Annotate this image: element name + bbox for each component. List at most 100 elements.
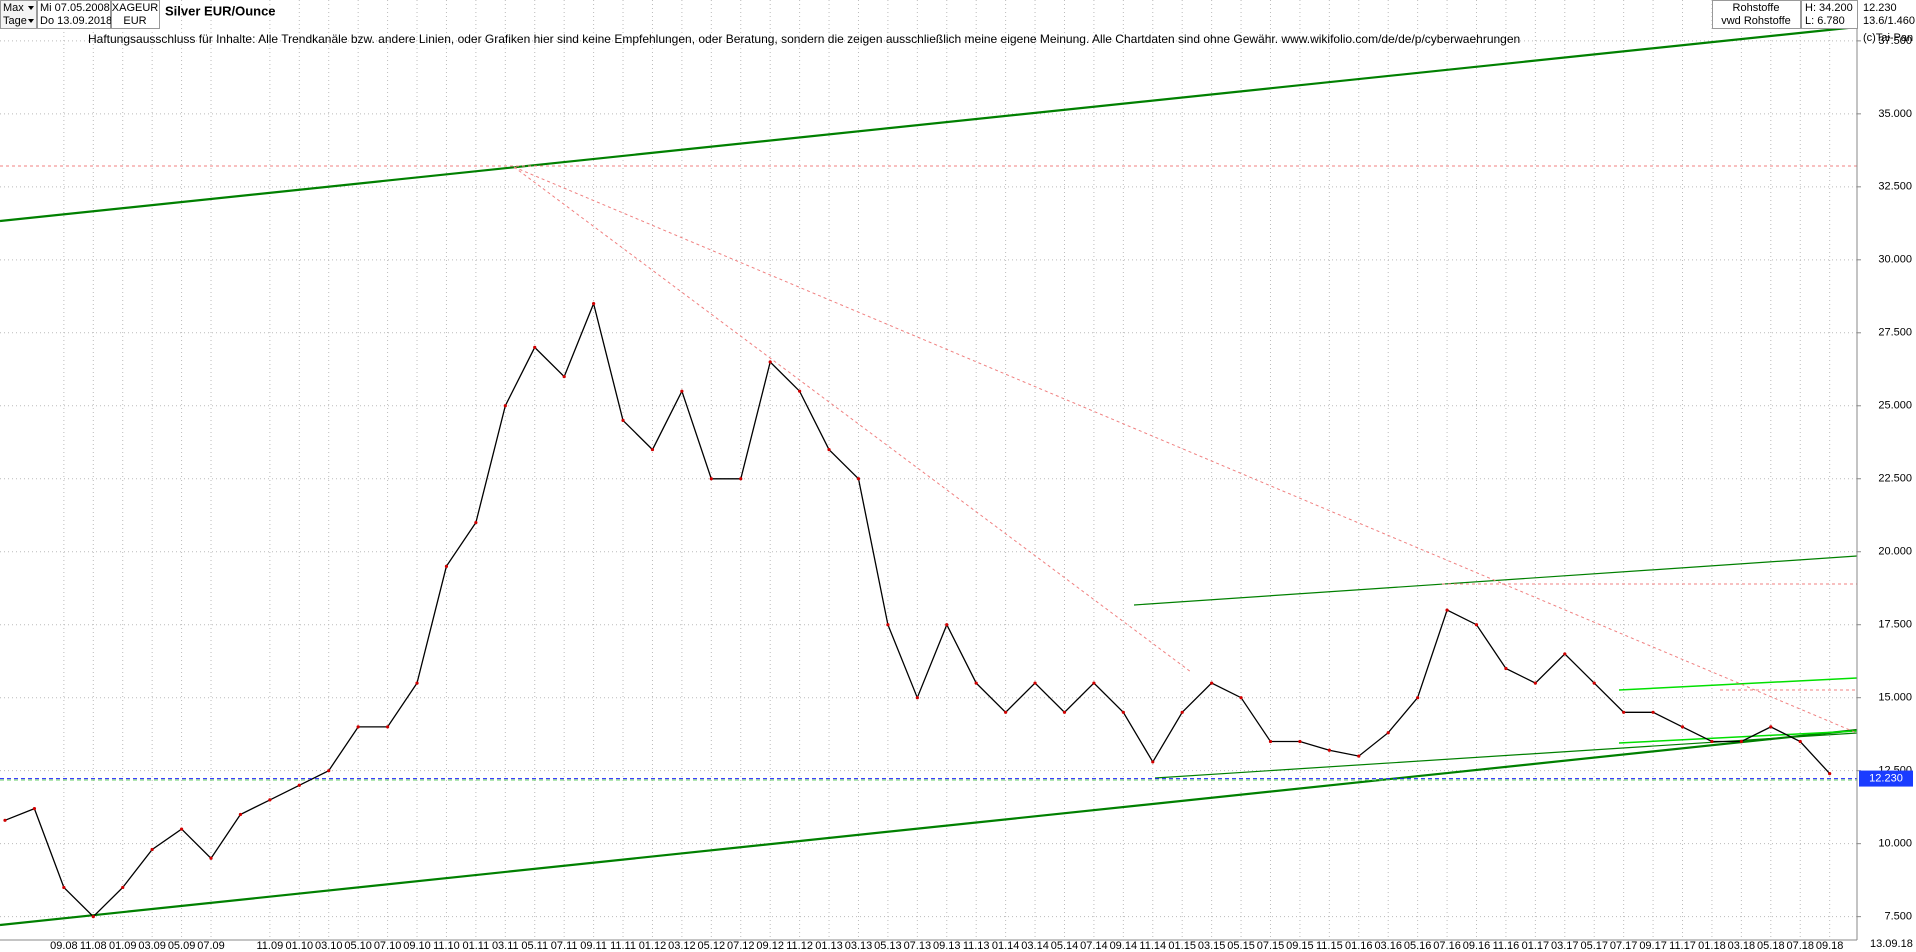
price-point — [444, 564, 449, 568]
x-tick-label: 09.13 — [933, 940, 961, 952]
x-tick-label: 03.16 — [1374, 940, 1402, 952]
price-point — [121, 885, 125, 890]
x-tick-label: 11.14 — [1139, 940, 1166, 952]
unit[interactable]: Tage — [3, 15, 27, 27]
price-point — [827, 447, 831, 452]
price-point — [650, 447, 655, 452]
price-point — [1033, 681, 1037, 685]
x-tick-label: 07.10 — [374, 940, 402, 952]
price-point — [1004, 710, 1008, 714]
x-tick-label: 05.13 — [874, 940, 902, 952]
dropdown-icon[interactable] — [28, 6, 34, 10]
price-point — [62, 885, 66, 890]
x-tick-label: 07.17 — [1610, 940, 1638, 952]
price-point — [945, 623, 949, 627]
price-point — [91, 915, 95, 919]
x-tick-label: 01.09 — [109, 940, 137, 952]
price-point — [1062, 710, 1067, 714]
price-point — [1151, 760, 1155, 764]
price-point — [1327, 748, 1331, 752]
x-tick-label: 09.14 — [1110, 940, 1138, 952]
price-point — [1769, 725, 1773, 729]
price-series — [0, 301, 1857, 919]
x-tick-label: 07.13 — [904, 940, 932, 952]
x-tick-label: 03.11 — [492, 940, 519, 952]
price-point — [886, 623, 890, 627]
x-axis: 09.08 11.08 01.09 03.09 05.09 07.09 11.09 01.10… — [50, 940, 1843, 952]
price-point — [297, 783, 301, 787]
price-point — [768, 360, 772, 364]
grid — [0, 0, 1857, 940]
x-tick-label: 07.11 — [551, 940, 578, 952]
x-tick-label: 09.15 — [1286, 940, 1314, 952]
x-tick-label: 07.18 — [1786, 940, 1814, 952]
y-tick-label: 10.000 — [1878, 838, 1912, 850]
trend-line — [513, 166, 1858, 734]
x-tick-label: 05.14 — [1051, 940, 1079, 952]
chart-title: Silver EUR/Ounce — [165, 3, 276, 18]
price-point — [1592, 681, 1596, 685]
x-tick-label: 01.11 — [463, 940, 490, 952]
price-point — [238, 812, 243, 817]
x-tick-label: 05.18 — [1757, 940, 1785, 952]
y-tick-label: 22.500 — [1878, 473, 1912, 485]
high: H: 34.200 — [1805, 2, 1853, 14]
price-point — [1533, 681, 1537, 685]
source: vwd Rohstoffe — [1721, 15, 1791, 27]
price-point — [974, 681, 978, 685]
date-from: Mi 07.05.2008 — [40, 2, 110, 14]
trend-line — [1618, 677, 1858, 691]
price-point — [1710, 739, 1714, 744]
y-tick-label: 15.000 — [1878, 692, 1912, 704]
price-point — [1651, 710, 1655, 714]
copyright: (c)Tai-Pan — [1863, 32, 1913, 44]
range[interactable]: Max — [3, 2, 24, 14]
trend-line — [1154, 732, 1858, 779]
x-tick-label: 03.09 — [138, 940, 166, 952]
price-point — [1798, 739, 1802, 744]
y-tick-label: 30.000 — [1878, 254, 1912, 266]
date-end: 13.09.18 — [1870, 938, 1913, 950]
x-tick-label: 05.16 — [1404, 940, 1432, 952]
x-tick-label: 05.15 — [1227, 940, 1255, 952]
price-point — [474, 520, 478, 525]
price-point — [3, 818, 7, 822]
x-tick-label: 03.13 — [845, 940, 873, 952]
x-tick-label: 07.09 — [197, 940, 225, 952]
price-point — [268, 798, 272, 802]
price-point — [1357, 754, 1361, 758]
symbol-box — [111, 0, 160, 29]
x-tick-label: 01.10 — [286, 940, 314, 952]
y-tick-label: 17.500 — [1878, 619, 1912, 631]
price-point — [1504, 666, 1508, 671]
x-tick-label: 05.10 — [344, 940, 372, 952]
dropdown-icon[interactable] — [28, 19, 34, 23]
price-point — [1445, 608, 1449, 612]
price-point — [1092, 681, 1096, 685]
price-point — [415, 681, 419, 685]
x-tick-label: 03.12 — [668, 940, 696, 952]
x-tick-label: 11.16 — [1493, 940, 1520, 952]
x-tick-label: 03.14 — [1021, 940, 1049, 952]
price-point — [1239, 696, 1243, 700]
x-tick-label: 11.17 — [1669, 940, 1696, 952]
price-point — [32, 807, 37, 811]
price-point — [680, 389, 684, 393]
price-point — [1180, 710, 1184, 714]
x-tick-label: 03.18 — [1728, 940, 1756, 952]
x-tick-label: 01.17 — [1522, 940, 1550, 952]
x-tick-label: 09.16 — [1463, 940, 1491, 952]
x-tick-label: 11.15 — [1316, 940, 1343, 952]
x-tick-label: 11.08 — [80, 940, 107, 952]
y-tick-label: 37.500 — [1878, 35, 1912, 47]
range-box[interactable] — [0, 0, 37, 29]
x-tick-label: 11.12 — [786, 940, 813, 952]
price-point — [562, 374, 566, 379]
x-tick-label: 07.12 — [727, 940, 755, 952]
price-point — [915, 696, 919, 700]
y-tick-label: 27.500 — [1878, 327, 1912, 339]
x-tick-label: 03.15 — [1198, 940, 1226, 952]
price-point — [592, 302, 596, 306]
